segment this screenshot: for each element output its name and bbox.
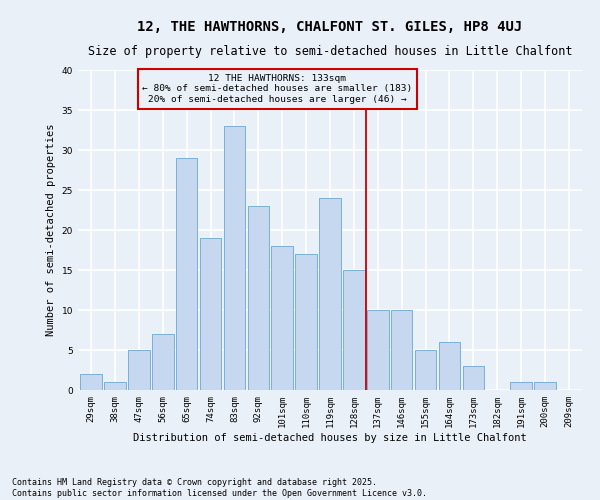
Bar (439, 342, 460, 390)
Bar (415, 350, 436, 390)
Bar (80, 374, 102, 390)
Bar (176, 158, 197, 390)
Bar (534, 382, 556, 390)
Bar (128, 350, 149, 390)
Bar (367, 310, 389, 390)
Bar (200, 238, 221, 390)
Text: Contains HM Land Registry data © Crown copyright and database right 2025.
Contai: Contains HM Land Registry data © Crown c… (12, 478, 427, 498)
Y-axis label: Number of semi-detached properties: Number of semi-detached properties (46, 124, 56, 336)
Bar (224, 126, 245, 390)
Text: Size of property relative to semi-detached houses in Little Chalfont: Size of property relative to semi-detach… (88, 45, 572, 58)
Bar (295, 254, 317, 390)
Bar (511, 382, 532, 390)
Bar (319, 198, 341, 390)
Bar (271, 246, 293, 390)
Bar (391, 310, 412, 390)
X-axis label: Distribution of semi-detached houses by size in Little Chalfont: Distribution of semi-detached houses by … (133, 432, 527, 442)
Bar (248, 206, 269, 390)
Bar (152, 334, 173, 390)
Bar (343, 270, 365, 390)
Text: 12, THE HAWTHORNS, CHALFONT ST. GILES, HP8 4UJ: 12, THE HAWTHORNS, CHALFONT ST. GILES, H… (137, 20, 523, 34)
Bar (463, 366, 484, 390)
Bar (104, 382, 126, 390)
Text: 12 THE HAWTHORNS: 133sqm
← 80% of semi-detached houses are smaller (183)
20% of : 12 THE HAWTHORNS: 133sqm ← 80% of semi-d… (142, 74, 413, 104)
